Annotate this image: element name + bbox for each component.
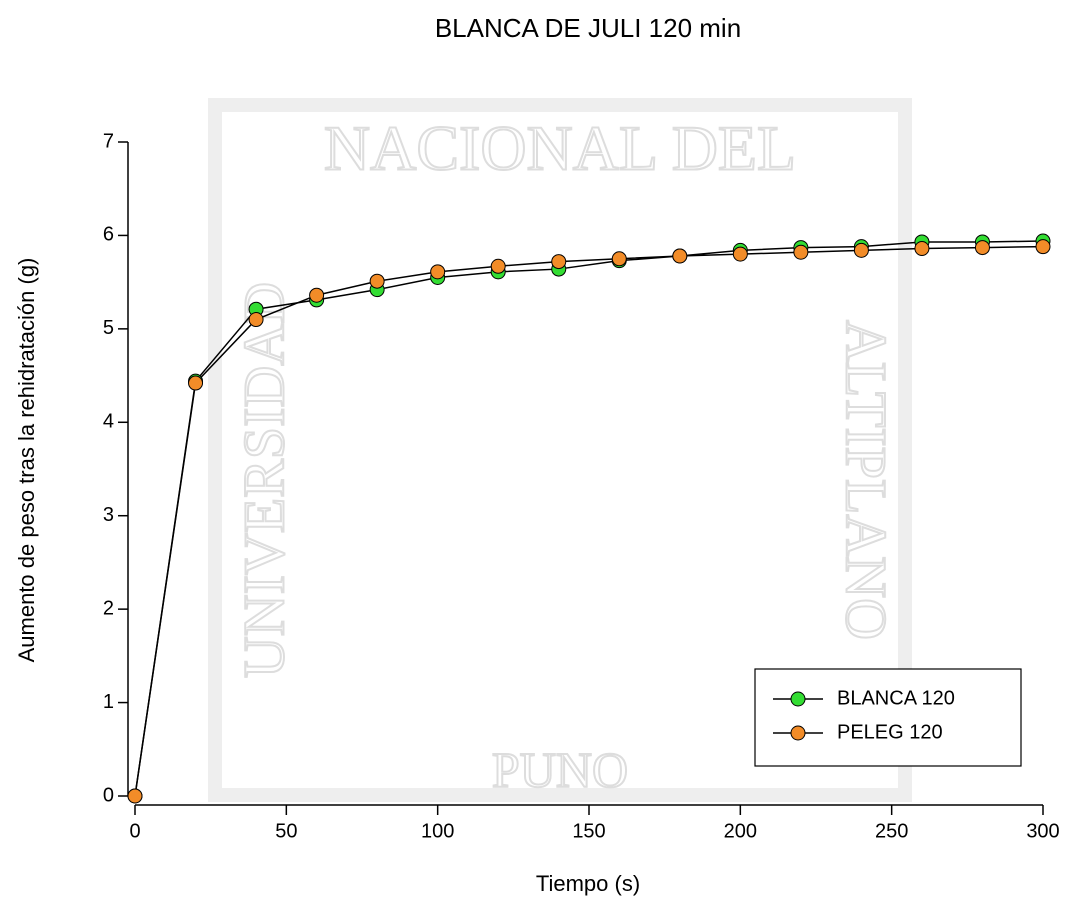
y-tick-label: 3 (103, 504, 114, 526)
x-tick-label: 250 (875, 820, 908, 842)
y-tick-label: 5 (103, 317, 114, 339)
watermark-text: UNIVERSIDAD (231, 282, 296, 678)
x-tick-label: 50 (275, 820, 297, 842)
chart-title: BLANCA DE JULI 120 min (435, 13, 741, 43)
x-tick-label: 150 (572, 820, 605, 842)
y-tick-label: 1 (103, 691, 114, 713)
legend-marker (791, 726, 805, 740)
x-tick-label: 0 (129, 820, 140, 842)
legend: BLANCA 120 PELEG 120 (755, 669, 1021, 766)
data-point (673, 249, 687, 263)
data-point (915, 242, 929, 256)
x-tick-label: 200 (724, 820, 757, 842)
data-point (1036, 240, 1050, 254)
data-point (733, 247, 747, 261)
chart: NACIONAL DEL UNIVERSIDAD ALTIPLANO PUNO … (0, 0, 1067, 908)
data-point (370, 274, 384, 288)
data-point (249, 313, 263, 327)
data-point (491, 259, 505, 273)
data-point (552, 255, 566, 269)
data-point (189, 376, 203, 390)
x-tick-label: 100 (421, 820, 454, 842)
watermark-text: ALTIPLANO (834, 320, 899, 640)
data-point (975, 241, 989, 255)
legend-marker (791, 692, 805, 706)
data-point (612, 252, 626, 266)
y-tick-label: 7 (103, 130, 114, 152)
y-tick-label: 0 (103, 784, 114, 806)
y-tick-label: 2 (103, 597, 114, 619)
x-axis-label: Tiempo (s) (536, 871, 640, 896)
data-point (128, 789, 142, 803)
y-axis-label: Aumento de peso tras la rehidratación (g… (14, 258, 39, 663)
x-tick-label: 300 (1026, 820, 1059, 842)
data-point (794, 245, 808, 259)
legend-label: PELEG 120 (837, 721, 943, 743)
data-point (431, 265, 445, 279)
watermark-text: NACIONAL DEL (324, 113, 796, 184)
legend-box (755, 669, 1021, 766)
data-point (310, 288, 324, 302)
watermark-text: PUNO (492, 741, 628, 797)
y-tick-label: 6 (103, 224, 114, 246)
data-point (854, 243, 868, 257)
legend-label: BLANCA 120 (837, 687, 955, 709)
y-tick-label: 4 (103, 411, 114, 433)
